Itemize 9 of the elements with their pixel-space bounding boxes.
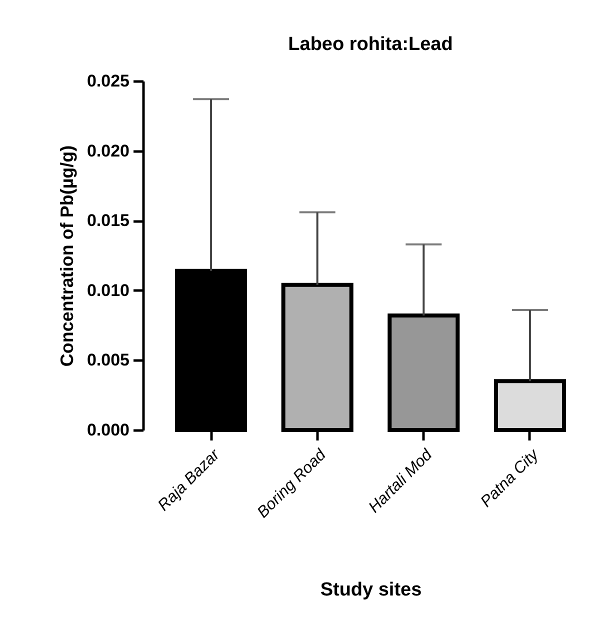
chart-title: Labeo rohita:Lead <box>288 34 453 55</box>
y-axis-title: Concentration of Pb(µg/g) <box>56 145 77 367</box>
x-axis-title: Study sites <box>320 580 422 601</box>
y-tick-label: 0.000 <box>86 420 130 440</box>
y-tick-label: 0.015 <box>86 211 130 230</box>
y-tick-label: 0.005 <box>86 350 130 370</box>
y-tick-label: 0.025 <box>86 72 130 90</box>
y-tick-label: 0.020 <box>86 141 130 160</box>
y-tick-label: 0.010 <box>86 280 130 300</box>
